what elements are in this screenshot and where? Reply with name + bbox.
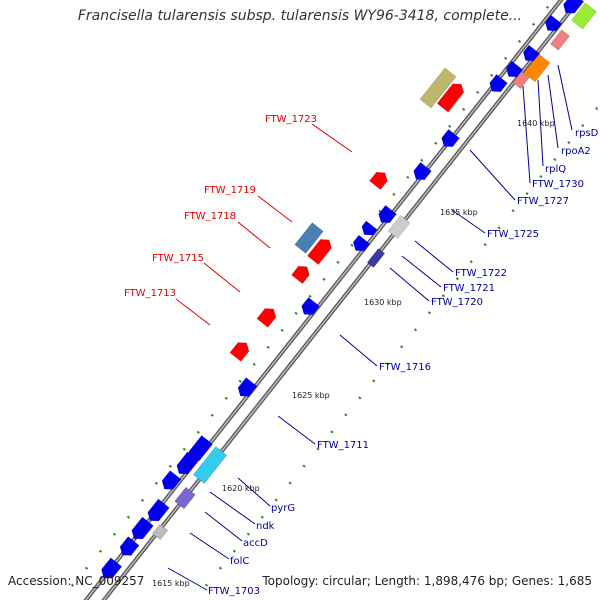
pseudo-gene[interactable] bbox=[152, 523, 168, 541]
inner-dot-guide bbox=[192, 102, 600, 600]
leader-line bbox=[203, 262, 241, 293]
forward-gene[interactable] bbox=[256, 305, 279, 328]
reverse-gene[interactable] bbox=[98, 557, 123, 582]
reverse-gene[interactable] bbox=[359, 220, 378, 239]
leader-line bbox=[389, 267, 430, 302]
trna-feature[interactable] bbox=[174, 486, 196, 510]
scale-label: 1635 kbp bbox=[440, 208, 478, 217]
gene-label[interactable]: FTW_1727 bbox=[517, 196, 569, 207]
scale-label: 1640 kbp bbox=[517, 119, 555, 128]
leader-line bbox=[167, 567, 208, 591]
backbone-highlight-2 bbox=[103, 0, 580, 600]
reverse-gene[interactable] bbox=[174, 451, 199, 478]
gene-label[interactable]: ndk bbox=[256, 521, 275, 532]
gene-label[interactable]: folC bbox=[230, 556, 249, 567]
leader-line bbox=[209, 491, 256, 525]
forward-gene[interactable] bbox=[436, 80, 467, 113]
reverse-gene[interactable] bbox=[520, 44, 541, 65]
leader-line bbox=[557, 64, 573, 131]
gene-label[interactable]: FTW_1720 bbox=[431, 297, 483, 308]
gene-label[interactable]: FTW_1713 bbox=[124, 288, 176, 299]
rna-feature[interactable] bbox=[550, 29, 570, 51]
leader-line bbox=[469, 149, 516, 201]
rna-feature[interactable] bbox=[419, 67, 457, 109]
topology-text: Topology: circular; Length: 1,898,476 bp… bbox=[262, 574, 592, 588]
reverse-gene[interactable] bbox=[487, 74, 508, 95]
gene-label[interactable]: FTW_1719 bbox=[204, 185, 256, 196]
leader-line bbox=[175, 298, 211, 326]
leader-line bbox=[277, 415, 316, 445]
leader-line bbox=[257, 195, 293, 223]
pseudo-gene[interactable] bbox=[387, 215, 411, 239]
leader-line bbox=[311, 123, 353, 153]
reverse-gene[interactable] bbox=[376, 205, 397, 226]
rrna-feature[interactable] bbox=[192, 446, 228, 484]
leader-line bbox=[204, 511, 243, 542]
leader-line bbox=[237, 221, 271, 249]
leader-line bbox=[451, 209, 486, 234]
forward-gene[interactable] bbox=[229, 339, 252, 362]
scale-label: 1615 kbp bbox=[152, 579, 190, 588]
reverse-gene[interactable] bbox=[439, 129, 460, 150]
scale-label: 1625 kbp bbox=[292, 391, 330, 400]
leader-line bbox=[547, 74, 559, 149]
map-title: Francisella tularensis subsp. tularensis… bbox=[77, 8, 523, 24]
reverse-gene[interactable] bbox=[503, 60, 524, 81]
forward-gene[interactable] bbox=[369, 168, 391, 190]
rna-feature[interactable] bbox=[571, 2, 597, 30]
gene-label[interactable]: FTW_1722 bbox=[455, 268, 507, 279]
forward-gene[interactable] bbox=[291, 262, 313, 284]
reverse-gene[interactable] bbox=[542, 14, 563, 35]
gene-label[interactable]: pyrG bbox=[271, 503, 295, 514]
forward-gene[interactable] bbox=[307, 235, 334, 265]
reverse-gene[interactable] bbox=[411, 162, 432, 183]
gene-label[interactable]: rplQ bbox=[545, 164, 566, 175]
reverse-gene[interactable] bbox=[350, 234, 371, 255]
leader-line bbox=[401, 255, 442, 288]
reverse-gene[interactable] bbox=[366, 248, 386, 268]
reverse-gene[interactable] bbox=[299, 297, 320, 318]
scale-label: 1630 kbp bbox=[364, 298, 402, 307]
reverse-gene[interactable] bbox=[117, 536, 140, 560]
leader-line bbox=[414, 240, 454, 273]
leader-line bbox=[339, 334, 378, 367]
reverse-gene[interactable] bbox=[235, 377, 258, 401]
gene-features bbox=[98, 0, 597, 582]
reverse-gene[interactable] bbox=[145, 498, 170, 525]
gene-label[interactable]: FTW_1721 bbox=[443, 283, 495, 294]
label-leaders bbox=[167, 64, 573, 591]
gene-label[interactable]: FTW_1725 bbox=[487, 229, 539, 240]
gene-label[interactable]: accD bbox=[243, 538, 268, 549]
reverse-gene[interactable] bbox=[159, 470, 182, 494]
gene-label[interactable]: FTW_1715 bbox=[152, 253, 204, 264]
gene-label[interactable]: FTW_1703 bbox=[208, 586, 260, 597]
reverse-gene[interactable] bbox=[560, 0, 585, 17]
gene-label[interactable]: FTW_1723 bbox=[265, 114, 317, 125]
gene-label[interactable]: FTW_1718 bbox=[184, 211, 236, 222]
gene-label[interactable]: FTW_1711 bbox=[317, 440, 369, 451]
reverse-gene[interactable] bbox=[129, 516, 154, 543]
gene-label[interactable]: FTW_1716 bbox=[379, 362, 431, 373]
pseudo-gene[interactable] bbox=[294, 222, 324, 254]
leader-line bbox=[537, 79, 544, 167]
gene-label[interactable]: rpoA2 bbox=[561, 146, 591, 157]
gene-label[interactable]: FTW_1730 bbox=[532, 179, 584, 190]
gene-label[interactable]: rpsD bbox=[575, 128, 599, 139]
rna-feature[interactable] bbox=[523, 53, 551, 83]
scale-label: 1620 kbp bbox=[222, 484, 260, 493]
accession-text: Accession: NC_009257 bbox=[8, 574, 145, 588]
leader-line bbox=[189, 532, 230, 560]
rna-feature[interactable] bbox=[512, 71, 530, 89]
leader-line bbox=[522, 85, 531, 184]
leader-line bbox=[237, 477, 271, 507]
